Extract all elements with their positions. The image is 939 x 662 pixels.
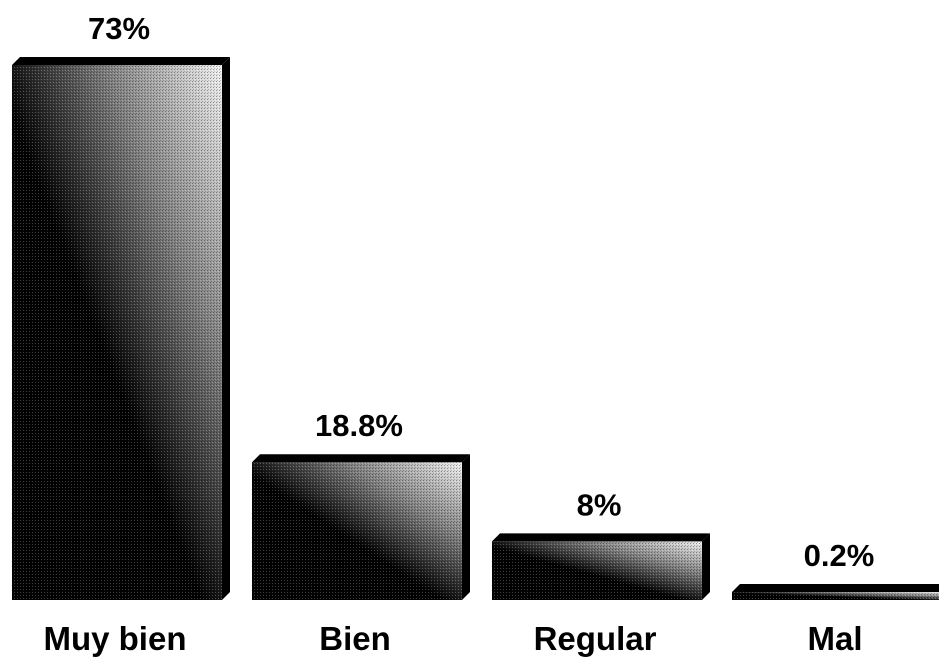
bar-4 (732, 584, 939, 600)
bar-top-face (492, 533, 710, 542)
bar-side-face (222, 57, 230, 600)
bar-side-face (462, 454, 470, 600)
bar-2 (252, 454, 470, 600)
bar-top-face (12, 57, 230, 65)
bar-dither-texture (252, 462, 462, 600)
bar-1 (12, 57, 230, 600)
bar-dither-texture (732, 592, 939, 600)
category-label-3: Regular (534, 620, 657, 657)
bars-group (12, 57, 939, 600)
value-labels-group: 73% 18.8% 8% 0.2% (88, 11, 874, 573)
data-label-1: 73% (88, 11, 150, 46)
bar-dither-texture (12, 65, 222, 600)
category-label-2: Bien (319, 620, 391, 657)
bar-top-face (732, 584, 939, 592)
data-label-3: 8% (577, 487, 622, 522)
bar-3 (492, 533, 710, 600)
data-label-2: 18.8% (315, 408, 403, 443)
bar-dither-texture (492, 541, 702, 600)
category-label-4: Mal (807, 620, 862, 657)
category-labels-group: Muy bien Bien Regular Mal (43, 620, 862, 657)
data-label-4: 0.2% (804, 538, 875, 573)
category-label-1: Muy bien (43, 620, 186, 657)
bar-top-face (252, 454, 470, 463)
bar-side-face (702, 533, 710, 600)
